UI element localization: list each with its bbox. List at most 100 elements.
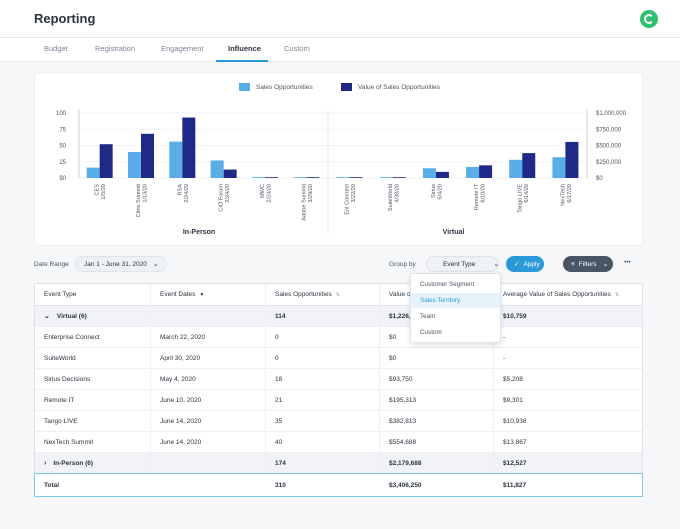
table-cell: 0	[266, 327, 380, 347]
table-cell: $382,813	[380, 411, 494, 431]
y-axis-left-tick: 100	[56, 111, 67, 117]
table-row: NexTech Summit June 14, 2020 40 $554,688 $13…	[35, 432, 642, 453]
legend-label: Value of Sales Opportunities	[358, 83, 440, 91]
table-cell: $0	[380, 348, 494, 368]
group-row[interactable]: › In-Person (6) 174 $2,179,688 $12,527	[35, 453, 642, 474]
table-cell: 0	[266, 348, 380, 368]
date-range-select[interactable]: Jan 1 - June 31, 2020 ⌄	[75, 256, 167, 272]
bar-value-of-sales-opportunities	[349, 177, 363, 178]
filters-label: Filters	[578, 260, 597, 268]
x-axis-category-label: MWC2/24/20	[260, 184, 273, 203]
column-header-sales-opportunities[interactable]: Sales Opportunities ⇅	[266, 284, 380, 305]
chevron-down-icon: ⌄	[493, 261, 500, 268]
group-label: In-Person (6)	[53, 459, 94, 467]
app-logo-icon[interactable]	[640, 10, 658, 28]
report-controls: Date Range Jan 1 - June 31, 2020 ⌄ Group…	[34, 256, 643, 274]
dropdown-option-custom[interactable]: Custom	[420, 329, 442, 336]
bar-value-of-sales-opportunities	[522, 153, 536, 178]
bar-value-of-sales-opportunities	[265, 177, 278, 178]
bar-sales-opportunities	[509, 159, 523, 178]
bar-sales-opportunities	[252, 177, 265, 178]
y-axis-left-tick: 25	[59, 160, 66, 166]
top-bar: Reporting	[0, 0, 680, 38]
total-sales-opportunities: 310	[275, 481, 286, 489]
bar-sales-opportunities	[422, 168, 436, 178]
table-cell: June 14, 2020	[151, 432, 266, 452]
total-label: Total	[44, 481, 60, 489]
tab-budget[interactable]: Budget	[44, 44, 68, 53]
group-label-cell: ⌄ Virtual (6)	[35, 306, 151, 326]
dropdown-option-sales-territory[interactable]: Sales Territory	[411, 293, 500, 308]
apply-button[interactable]: ✓ Apply	[506, 256, 544, 272]
table-cell: $2,179,688	[380, 453, 494, 473]
bar-sales-opportunities	[552, 157, 566, 178]
group-by-select[interactable]: Event Type ⌄	[426, 256, 499, 272]
table-cell: -	[503, 333, 506, 341]
y-axis-left-tick: 50	[59, 144, 66, 150]
dropdown-option-team[interactable]: Team	[420, 313, 436, 320]
table-cell: $93,750	[380, 369, 494, 389]
filters-button[interactable]: ≡ Filters ⌄	[563, 256, 613, 272]
dropdown-option-customer-segment[interactable]: Customer Segment	[420, 281, 475, 288]
y-axis-right-tick: $500,000	[596, 144, 622, 150]
sort-icon: ⇅	[335, 291, 340, 298]
bar-value-of-sales-opportunities	[182, 117, 196, 178]
total-value: $3,406,250	[389, 481, 422, 489]
bar-sales-opportunities	[293, 177, 307, 178]
bar-sales-opportunities	[210, 160, 224, 178]
group-label-virtual: Virtual	[443, 229, 465, 236]
table-cell: -	[503, 354, 506, 362]
bar-value-of-sales-opportunities	[306, 177, 320, 178]
table-cell: Remote IT	[35, 390, 151, 410]
bar-value-of-sales-opportunities	[479, 165, 493, 178]
table-row: Remote IT June 10, 2020 21 $195,313 $9,301	[35, 390, 642, 411]
x-axis-category-label: Ent Connect3/22/20	[345, 184, 358, 215]
group-label-cell: › In-Person (6)	[35, 453, 151, 473]
column-header-label: Average Value of Sales Opportunities	[503, 291, 611, 298]
y-axis-right-tick: $1,000,000	[596, 111, 627, 117]
column-header-event-type[interactable]: Event Type	[35, 284, 151, 305]
legend-item-value-of-sales-opportunities[interactable]: Value of Sales Opportunities	[341, 83, 440, 91]
apply-label: Apply	[523, 260, 540, 268]
tab-registration[interactable]: Registration	[95, 44, 136, 53]
y-axis-right-tick: $0	[596, 176, 603, 182]
bar-value-of-sales-opportunities	[223, 169, 237, 178]
group-by-label: Group by	[389, 261, 416, 268]
x-axis-category-label: Remote IT6/10/20	[474, 183, 487, 210]
sort-icon: ⇅	[614, 291, 620, 298]
x-axis-category-label: CIO Forum2/24/20	[219, 184, 232, 212]
tab-engagement[interactable]: Engagement	[161, 44, 204, 53]
total-average-value: $11,827	[503, 481, 527, 489]
table-cell: SuiteWorld	[35, 348, 151, 368]
column-header-average-value[interactable]: Average Value of Sales Opportunities ⇅	[494, 284, 642, 305]
chart-card: Sales Opportunities Value of Sales Oppor…	[34, 72, 643, 246]
group-label: Virtual (6)	[56, 312, 87, 320]
table-cell	[151, 453, 266, 473]
bar-value-of-sales-opportunities	[565, 141, 579, 178]
table-row: SuiteWorld April 30, 2020 0 $0 -	[35, 348, 642, 369]
table-cell: 35	[266, 411, 380, 431]
bar-value-of-sales-opportunities	[141, 133, 154, 178]
chevron-right-icon[interactable]: ›	[44, 459, 47, 467]
group-row[interactable]: ⌄ Virtual (6) 114 $1,226,5 $10,759	[35, 306, 642, 327]
tab-bar: Budget Registration Engagement Influence…	[0, 38, 680, 62]
tab-influence[interactable]: Influence	[228, 44, 261, 53]
more-options-icon[interactable]: •••	[624, 259, 631, 266]
table-cell: March 22, 2020	[151, 327, 266, 347]
date-range-label: Date Range	[34, 261, 69, 268]
filter-icon: ≡	[571, 260, 575, 268]
table-cell: June 10, 2020	[151, 390, 266, 410]
table-cell: $13,867	[503, 438, 527, 446]
chevron-down-icon[interactable]: ⌄	[44, 313, 50, 320]
column-header-label: Event Dates	[160, 291, 196, 298]
bar-value-of-sales-opportunities	[99, 144, 113, 178]
y-axis-right-tick: $250,000	[596, 160, 622, 166]
chevron-down-icon: ⌄	[602, 261, 609, 268]
column-header-event-dates[interactable]: Event Dates ▼	[151, 284, 266, 305]
legend-item-sales-opportunities[interactable]: Sales Opportunities	[239, 83, 313, 91]
tab-custom[interactable]: Custom	[284, 44, 310, 53]
table-cell: $12,527	[503, 459, 527, 467]
table-cell: Enterprise Connect	[35, 327, 151, 347]
bar-sales-opportunities	[336, 177, 350, 178]
group-by-dropdown-menu: Customer Segment Sales Territory Team Cu…	[410, 273, 501, 343]
